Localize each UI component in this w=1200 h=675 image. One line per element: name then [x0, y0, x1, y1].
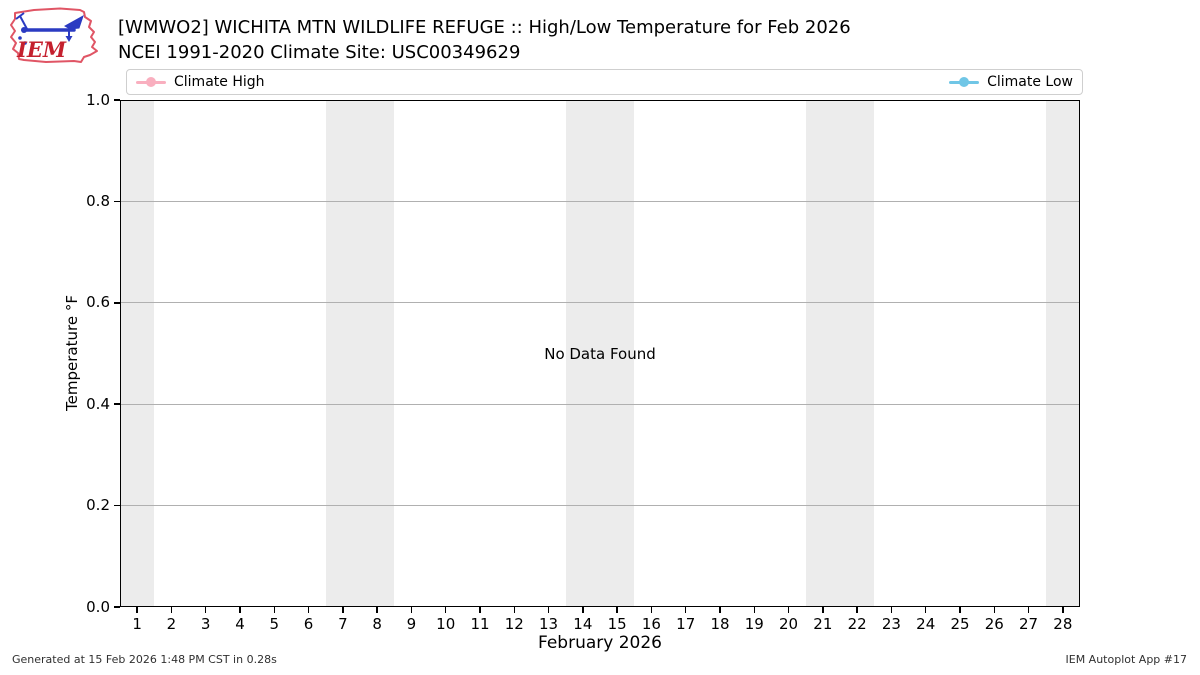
y-gridline	[120, 505, 1080, 507]
x-tick-label: 10	[436, 615, 456, 633]
x-tick-label: 20	[779, 615, 799, 633]
x-tick-mark	[170, 607, 173, 613]
y-tick-label: 0.4	[86, 394, 110, 413]
x-tick-mark	[684, 607, 687, 613]
y-tick-mark	[113, 99, 120, 101]
x-tick-label: 15	[607, 615, 627, 633]
x-tick-mark	[753, 607, 756, 613]
x-tick-label: 1	[132, 615, 142, 633]
x-tick-label: 7	[338, 615, 348, 633]
climate-high-marker-icon	[136, 77, 166, 87]
legend-item-climate-high: Climate High	[136, 74, 265, 90]
x-tick-label: 26	[984, 615, 1004, 633]
x-tick-mark	[204, 607, 207, 613]
weekend-band	[1045, 100, 1080, 607]
x-tick-label: 12	[504, 615, 524, 633]
legend: Climate High Climate Low	[126, 69, 1083, 95]
weekend-band	[565, 100, 635, 607]
weekend-band	[325, 100, 395, 607]
x-tick-mark	[410, 607, 413, 613]
x-tick-mark	[856, 607, 858, 613]
x-tick-label: 14	[573, 615, 593, 633]
x-tick-label: 6	[303, 615, 314, 633]
iem-logo: IEM	[10, 7, 98, 63]
y-tick-label: 1.0	[86, 90, 110, 109]
x-tick-label: 17	[676, 615, 696, 633]
weekend-band	[805, 100, 875, 607]
y-gridline	[120, 200, 1080, 202]
y-tick-mark	[113, 302, 120, 304]
app-credit: IEM Autoplot App #17	[1065, 653, 1188, 666]
y-tick-label: 0.6	[86, 293, 110, 312]
y-tick-mark	[113, 504, 120, 507]
legend-item-climate-low: Climate Low	[949, 74, 1073, 90]
x-tick-label: 9	[406, 615, 417, 633]
x-tick-mark	[890, 607, 893, 613]
chart-title: [WMWO2] WICHITA MTN WILDLIFE REFUGE :: H…	[118, 17, 851, 38]
x-tick-label: 16	[641, 615, 661, 633]
x-tick-label: 28	[1053, 615, 1073, 633]
chart-subtitle: NCEI 1991-2020 Climate Site: USC00349629	[118, 42, 521, 63]
x-tick-mark	[342, 607, 344, 613]
logo-text: IEM	[16, 37, 67, 62]
x-tick-mark	[959, 607, 961, 613]
y-tick-mark	[113, 606, 120, 608]
x-tick-mark	[993, 607, 996, 613]
x-tick-label: 24	[916, 615, 936, 633]
y-tick-label: 0.2	[86, 496, 110, 515]
x-tick-label: 5	[269, 615, 280, 633]
x-tick-label: 18	[710, 615, 730, 633]
y-gridline	[120, 403, 1080, 405]
x-tick-mark	[479, 607, 481, 613]
y-tick-mark	[113, 200, 120, 203]
x-tick-label: 22	[847, 615, 867, 633]
x-tick-mark	[822, 607, 824, 613]
x-tick-mark	[307, 607, 310, 613]
x-tick-mark	[547, 607, 550, 613]
x-tick-label: 13	[539, 615, 559, 633]
y-axis-label: Temperature °F	[63, 295, 81, 411]
y-gridline	[120, 302, 1080, 304]
x-tick-mark	[719, 607, 721, 613]
x-tick-label: 11	[470, 615, 490, 633]
no-data-text: No Data Found	[544, 344, 656, 363]
x-tick-mark	[1062, 607, 1064, 613]
x-tick-mark	[273, 607, 276, 613]
x-tick-mark	[787, 607, 790, 613]
x-tick-mark	[376, 607, 378, 613]
x-tick-label: 4	[235, 615, 245, 633]
legend-label: Climate Low	[987, 74, 1073, 90]
x-tick-label: 21	[813, 615, 833, 633]
x-tick-mark	[513, 607, 516, 613]
x-tick-mark	[924, 607, 927, 613]
x-tick-label: 23	[881, 615, 901, 633]
y-tick-mark	[113, 403, 120, 405]
x-tick-label: 25	[950, 615, 970, 633]
x-tick-mark	[136, 607, 138, 613]
x-tick-label: 3	[200, 615, 211, 633]
weekend-band	[120, 100, 155, 607]
x-tick-label: 27	[1019, 615, 1039, 633]
legend-label: Climate High	[174, 74, 265, 90]
x-tick-mark	[616, 607, 618, 613]
x-tick-mark	[444, 607, 447, 613]
generated-timestamp: Generated at 15 Feb 2026 1:48 PM CST in …	[12, 653, 277, 666]
y-tick-label: 0.0	[86, 597, 110, 616]
x-tick-mark	[650, 607, 653, 613]
x-tick-label: 19	[744, 615, 764, 633]
x-tick-mark	[1027, 607, 1030, 613]
x-tick-mark	[582, 607, 584, 613]
x-tick-mark	[239, 607, 241, 613]
x-axis-label: February 2026	[538, 633, 662, 653]
weather-vane-icon	[15, 12, 84, 45]
climate-low-marker-icon	[949, 77, 980, 87]
x-tick-label: 8	[372, 615, 382, 633]
x-tick-label: 2	[166, 615, 177, 633]
y-tick-label: 0.8	[86, 191, 110, 210]
